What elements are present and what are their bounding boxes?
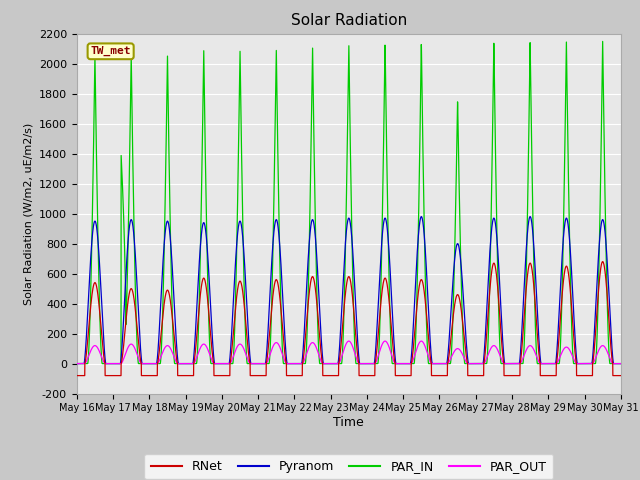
Legend: RNet, Pyranom, PAR_IN, PAR_OUT: RNet, Pyranom, PAR_IN, PAR_OUT [145,454,553,480]
Y-axis label: Solar Radiation (W/m2, uE/m2/s): Solar Radiation (W/m2, uE/m2/s) [23,122,33,305]
Text: TW_met: TW_met [90,46,131,57]
X-axis label: Time: Time [333,416,364,429]
Title: Solar Radiation: Solar Radiation [291,13,407,28]
